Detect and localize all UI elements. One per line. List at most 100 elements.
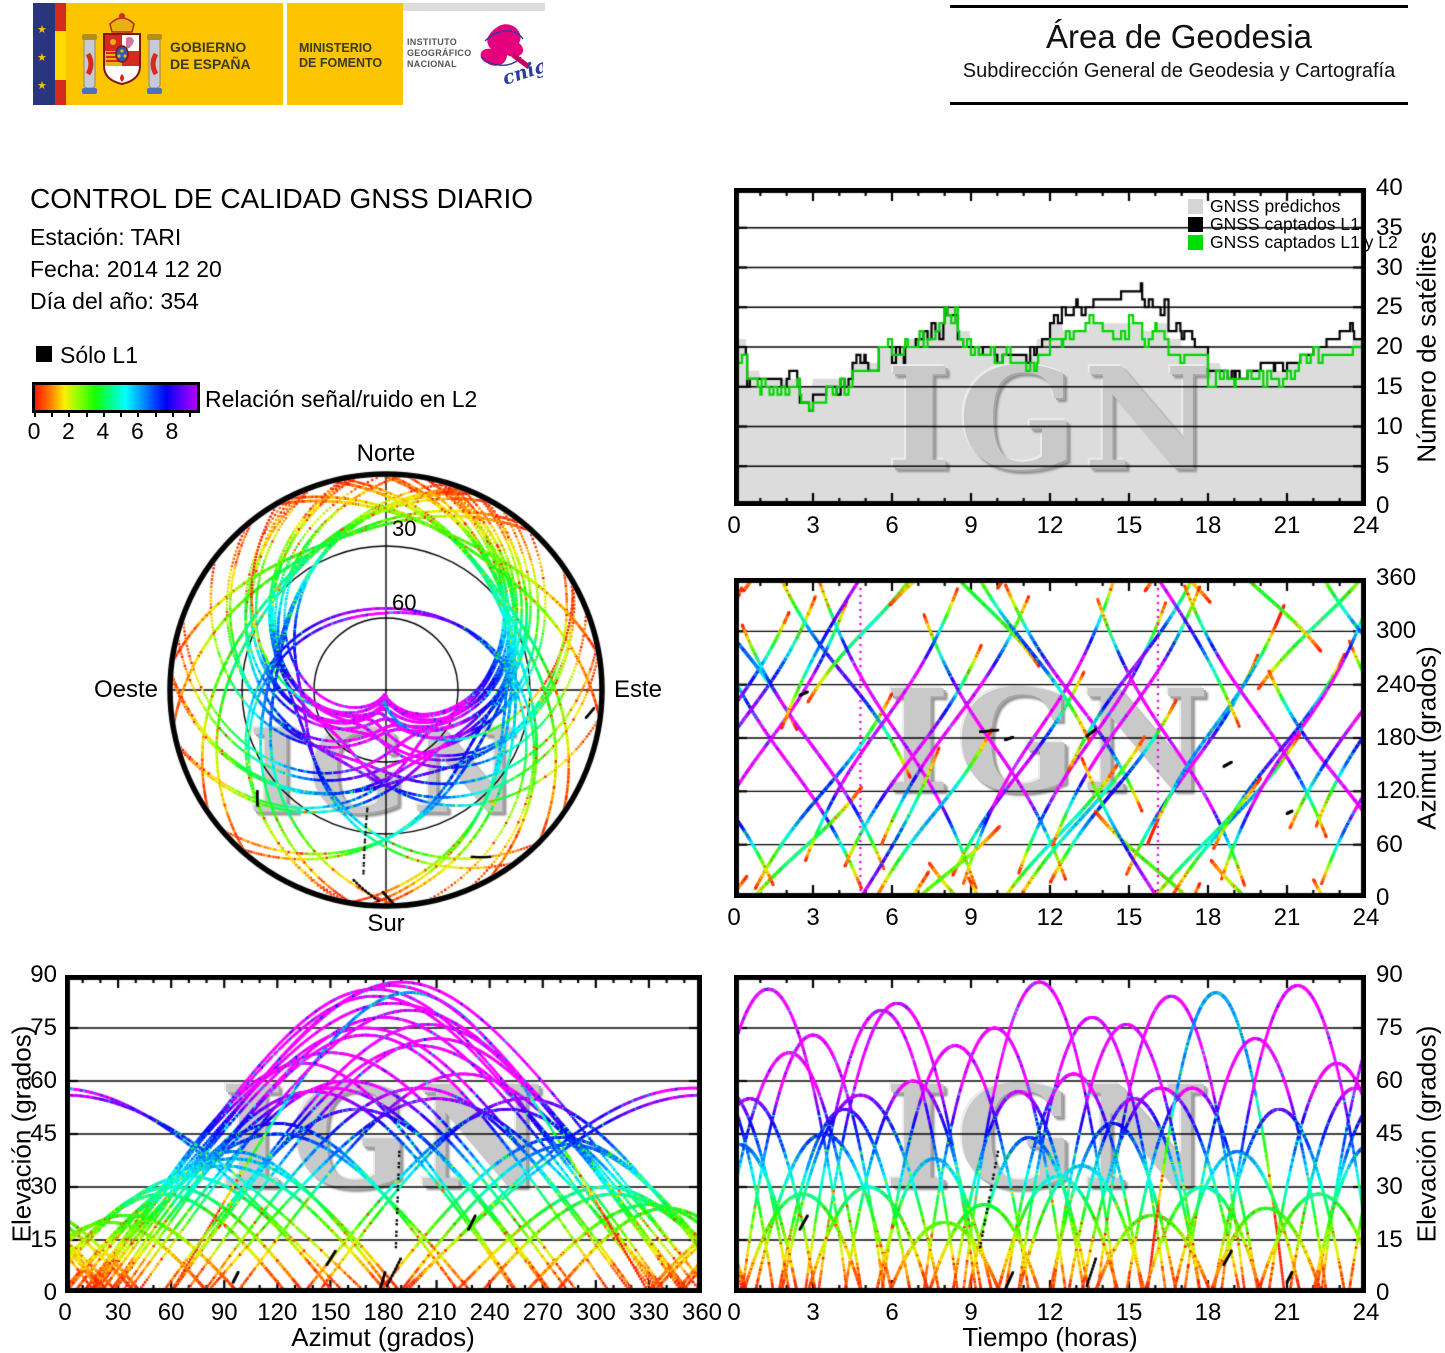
header-top-rule: [950, 5, 1408, 8]
elt-xtick: 12: [1036, 1299, 1064, 1326]
elt-xtick: 21: [1273, 1299, 1301, 1326]
ministerio-label: MINISTERIO DE FOMENTO: [299, 41, 382, 71]
sat-ytick: 0: [1376, 492, 1390, 519]
az-xtick: 3: [806, 904, 820, 931]
az-xtick: 0: [727, 904, 741, 931]
elevation-vs-time-canvas: [734, 975, 1366, 1293]
snr-colorbar: [32, 382, 200, 413]
elt-ytick: 30: [1376, 1173, 1403, 1200]
colorbar-tick: [189, 410, 192, 417]
sat-xtick: 24: [1352, 512, 1380, 539]
legend-label: GNSS captados L1: [1210, 214, 1360, 234]
colorbar-label: Relación señal/ruido en L2: [205, 386, 478, 412]
sat-ytick: 35: [1376, 213, 1403, 241]
colorbar-tick-label: 6: [130, 418, 144, 444]
page-title: CONTROL DE CALIDAD GNSS DIARIO: [30, 183, 534, 214]
elt-ytick: 90: [1376, 961, 1403, 988]
elaz-xtick: 210: [416, 1299, 457, 1326]
elaz-xtick: 0: [58, 1299, 72, 1326]
azimuth-ylabel: Azimut (grados): [1411, 646, 1442, 830]
colorbar-tick: [51, 410, 54, 417]
instituto-line1: INSTITUTO: [407, 37, 458, 47]
azimuth-vs-time-canvas: [734, 578, 1366, 898]
elaz-xtick: 240: [469, 1299, 510, 1326]
colorbar-tick: [85, 410, 88, 417]
sat-ytick: 30: [1376, 253, 1403, 281]
instituto-label: INSTITUTO GEOGRÁFICO NACIONAL: [407, 37, 472, 70]
colorbar-tick: [137, 410, 140, 417]
elaz-xtick: 330: [628, 1299, 669, 1326]
elaz-ytick: 90: [30, 961, 57, 988]
station-line: Estación: TARI: [30, 224, 182, 250]
az-xtick: 15: [1115, 904, 1143, 931]
satellite-count-ylabel: Número de satélites: [1411, 231, 1442, 463]
sat-xtick: 0: [727, 512, 741, 539]
elaz-xtick: 180: [363, 1299, 404, 1326]
gobierno-line2: DE ESPAÑA: [170, 56, 251, 72]
sat-ytick: 25: [1376, 293, 1403, 321]
ring-label-30: 30: [392, 516, 417, 541]
legend-item-predichos: GNSS predichos: [1188, 197, 1398, 215]
sat-xtick: 9: [964, 512, 978, 539]
elt-xtick: 15: [1115, 1299, 1143, 1326]
colorbar-tick: [120, 410, 123, 417]
sat-xtick: 15: [1115, 512, 1143, 539]
az-xtick: 21: [1273, 904, 1301, 931]
sat-ytick: 20: [1376, 333, 1403, 360]
instituto-line2: GEOGRÁFICO: [407, 48, 472, 58]
flag-yellow-band: [55, 31, 66, 80]
ign-logo-block: INSTITUTO GEOGRÁFICO NACIONAL cnig: [403, 3, 545, 105]
sat-xtick: 18: [1194, 512, 1222, 539]
gobierno-line1: GOBIERNO: [170, 39, 247, 55]
elaz-ytick: 75: [30, 1014, 57, 1041]
elt-xtick: 24: [1352, 1299, 1380, 1326]
elaz-xtick: 270: [522, 1299, 563, 1326]
date-line: Fecha: 2014 12 20: [30, 256, 222, 282]
spain-coat-of-arms: [82, 13, 162, 94]
ministerio-line2: DE FOMENTO: [299, 56, 383, 70]
elt-ytick: 15: [1376, 1226, 1403, 1253]
az-ytick: 300: [1376, 617, 1417, 645]
elaz-xtick: 300: [575, 1299, 616, 1326]
elevation-az-xlabel: Azimut (grados): [291, 1322, 475, 1352]
skyplot-east-label: Este: [614, 676, 663, 703]
elt-xtick: 0: [727, 1299, 741, 1326]
elaz-ytick: 60: [30, 1067, 57, 1094]
day-of-year-line: Día del año: 354: [30, 288, 199, 314]
colorbar-tick: [34, 410, 36, 417]
elaz-xtick: 60: [157, 1299, 185, 1326]
instituto-line3: NACIONAL: [407, 59, 457, 69]
legend-item-captados-l1l2: GNSS captados L1 y L2: [1188, 233, 1398, 251]
legend-swatch-green: [1188, 234, 1203, 250]
colorbar-tick: [171, 410, 174, 417]
az-xtick: 24: [1352, 904, 1380, 931]
legend-swatch-gray: [1188, 198, 1203, 214]
ministerio-line1: MINISTERIO: [299, 41, 372, 55]
colorbar-tick-label: 2: [62, 418, 75, 444]
sat-xtick: 21: [1273, 512, 1301, 539]
elaz-ytick: 30: [30, 1173, 57, 1200]
eu-star-icon: [37, 53, 47, 64]
satellite-count-legend: GNSS predichos GNSS captados L1 GNSS cap…: [1188, 197, 1398, 251]
area-title: Área de Geodesia: [1045, 18, 1312, 55]
az-ytick: 120: [1376, 777, 1417, 805]
colorbar-tick: [68, 410, 71, 417]
az-ytick: 180: [1376, 724, 1417, 751]
az-ytick: 60: [1376, 830, 1403, 858]
az-ytick: 0: [1376, 884, 1390, 911]
eu-flag-strip: [33, 3, 55, 105]
elt-xtick: 18: [1194, 1299, 1222, 1326]
sat-ytick: 5: [1376, 452, 1390, 480]
spain-flag-strip: [55, 3, 66, 105]
gobierno-label: GOBIERNO DE ESPAÑA: [170, 39, 251, 73]
area-subtitle: Subdirección General de Geodesia y Carto…: [962, 60, 1396, 82]
elt-ytick: 45: [1376, 1120, 1403, 1147]
flag-red-band: [55, 3, 66, 31]
az-xtick: 9: [964, 904, 978, 931]
az-ytick: 240: [1376, 670, 1417, 698]
solo-l1-swatch: [36, 346, 52, 362]
ministerio-logo-block: MINISTERIO DE FOMENTO: [287, 3, 403, 105]
skyplot-south-label: Sur: [367, 910, 405, 937]
elaz-xtick: 120: [257, 1299, 298, 1326]
